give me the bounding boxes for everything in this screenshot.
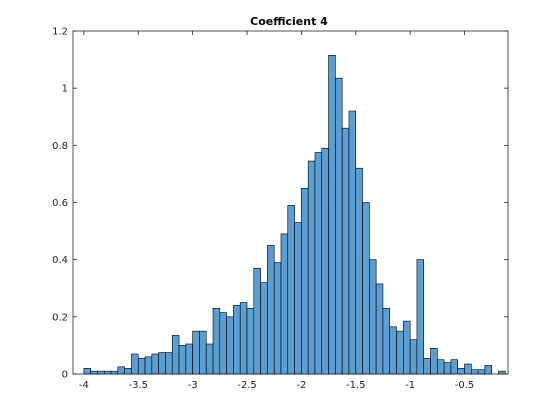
histogram-bar (437, 359, 445, 375)
histogram-bar (253, 267, 261, 375)
histogram-bar (219, 312, 227, 375)
y-tick-label: 1.2 (52, 27, 68, 38)
y-tick-label: 0 (62, 370, 68, 381)
histogram-bar (171, 335, 180, 375)
histogram-bar (477, 369, 486, 375)
histogram-bar (382, 307, 391, 375)
histogram-bar (328, 54, 336, 375)
x-tick-label: -2.5 (237, 380, 257, 391)
x-tick-label: -1 (405, 380, 415, 391)
histogram-bar (375, 283, 384, 375)
y-tick-label: 0.8 (52, 141, 68, 152)
histogram-bar (103, 370, 112, 375)
histogram-bar (403, 320, 411, 375)
y-tick-label: 0.4 (52, 255, 68, 266)
histogram-bar (314, 152, 323, 375)
histogram-bar (409, 339, 418, 375)
histogram-bar (205, 343, 214, 375)
histogram-bar (273, 262, 282, 375)
histogram-bar (165, 352, 173, 375)
histogram-bar (301, 187, 309, 375)
histogram-bar (246, 307, 255, 375)
x-tick-label: -3 (188, 380, 198, 391)
histogram-bar (267, 245, 275, 375)
histogram-bar (498, 370, 506, 375)
histogram-bar (450, 359, 459, 375)
y-tick-label: 0.6 (52, 198, 68, 209)
histogram-bar (341, 127, 350, 375)
histogram-bar (355, 167, 363, 375)
histogram-bar (117, 366, 125, 375)
histogram-bar (124, 367, 132, 375)
histogram-bar (335, 77, 343, 375)
histogram-bar (464, 363, 472, 375)
histogram-bar (430, 347, 438, 375)
y-tick-label: 1 (62, 84, 68, 95)
histogram-bar (131, 353, 139, 375)
histogram-bar (443, 362, 452, 375)
histogram-bar (369, 259, 377, 375)
histogram-bar (212, 307, 221, 375)
histogram-bar (307, 160, 316, 375)
x-tick-label: -0.5 (455, 380, 475, 391)
histogram-bar (233, 305, 241, 375)
histogram-bar (144, 356, 153, 375)
histogram-bar (396, 330, 404, 375)
histogram-bar (348, 110, 357, 375)
histogram-bar (389, 326, 397, 375)
y-tick-label: 0.2 (52, 312, 68, 323)
histogram-bar (151, 353, 159, 375)
histogram-bar (185, 343, 193, 375)
histogram-bar (90, 370, 98, 375)
histogram-bar (423, 357, 431, 375)
histogram-bar (362, 202, 370, 375)
bars-group (83, 54, 506, 375)
histogram-bar (226, 316, 234, 375)
x-tick-label: -2 (296, 380, 306, 391)
histogram-bar (484, 365, 492, 375)
histogram-bar (239, 302, 248, 375)
histogram-bar (470, 369, 479, 375)
histogram-bar (280, 233, 289, 375)
histogram-bar (260, 282, 268, 375)
y-axis: 0 0.2 0.4 0.6 0.8 1 1.2 (52, 27, 508, 381)
histogram-bar (83, 367, 91, 375)
histogram-bar (110, 370, 119, 375)
histogram-bar (158, 352, 166, 375)
x-axis: -4 -3.5 -3 -2.5 -2 -1.5 -1 -0.5 (79, 31, 474, 391)
histogram-bar (321, 147, 329, 375)
histogram-bar (192, 330, 200, 375)
x-tick-label: -4 (79, 380, 89, 391)
histogram-bar (287, 205, 295, 375)
histogram-bar (178, 345, 187, 375)
histogram-bar (97, 370, 105, 375)
x-tick-label: -1.5 (346, 380, 366, 391)
histogram-bar (137, 357, 146, 375)
chart-title: Coefficient 4 (250, 15, 328, 28)
x-tick-label: -3.5 (128, 380, 148, 391)
histogram-bar (294, 222, 302, 375)
histogram-bar (199, 330, 207, 375)
histogram-bar (416, 259, 425, 375)
histogram-bar (457, 367, 465, 375)
